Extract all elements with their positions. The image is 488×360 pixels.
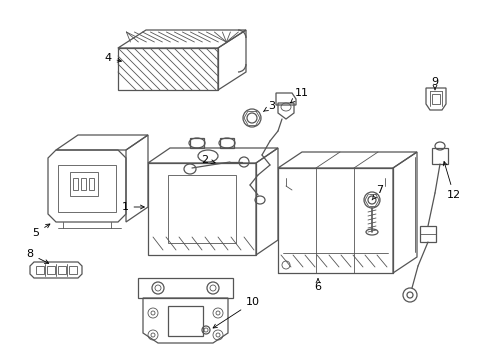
Bar (431, 94, 439, 104)
Text: 6: 6 (314, 279, 321, 292)
Bar (73, 178, 78, 190)
Text: 7: 7 (371, 185, 383, 200)
Text: 3: 3 (263, 101, 275, 112)
Text: 5: 5 (32, 224, 50, 238)
Text: 1: 1 (121, 202, 144, 212)
Text: 8: 8 (26, 249, 49, 263)
Text: 2: 2 (201, 155, 215, 165)
Text: 9: 9 (430, 77, 438, 90)
Text: 4: 4 (104, 53, 121, 63)
Text: 12: 12 (443, 162, 460, 200)
Bar (47, 266, 55, 274)
Text: 11: 11 (290, 88, 308, 103)
Bar (58, 266, 66, 274)
Bar (69, 266, 77, 274)
Text: 10: 10 (213, 297, 260, 328)
Bar (81, 178, 86, 190)
Bar (36, 266, 44, 274)
Bar (89, 178, 94, 190)
